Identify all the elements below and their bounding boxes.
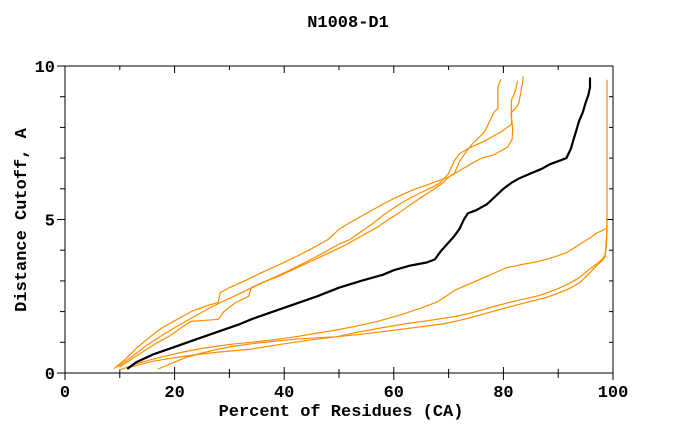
chart-title: N1008-D1 <box>307 14 389 33</box>
y-tick-label: 0 <box>45 366 55 385</box>
x-tick-label: 60 <box>384 384 404 403</box>
curves <box>113 76 608 371</box>
y-tick-label: 10 <box>35 59 55 78</box>
curve-model-6 <box>157 218 608 370</box>
x-axis-label: Percent of Residues (CA) <box>219 403 464 422</box>
y-axis-label: Distance Cutoff, A <box>13 127 32 311</box>
curve-model-3 <box>119 80 519 368</box>
curve-model-5 <box>130 229 608 368</box>
curve-highlighted-model <box>126 77 592 370</box>
x-tick-label: 40 <box>274 384 294 403</box>
x-tick-label: 80 <box>493 384 513 403</box>
axis-ticks <box>57 65 614 380</box>
curve-model-4 <box>119 79 608 371</box>
curve-model-1 <box>113 79 502 369</box>
y-tick-label: 5 <box>45 213 55 232</box>
plot-frame <box>64 65 614 374</box>
x-tick-label: 0 <box>60 384 70 403</box>
x-tick-label: 20 <box>164 384 184 403</box>
plot-inner: 0 20 40 60 80 100 0 5 10 <box>35 59 629 403</box>
x-tick-label: 100 <box>598 384 629 403</box>
